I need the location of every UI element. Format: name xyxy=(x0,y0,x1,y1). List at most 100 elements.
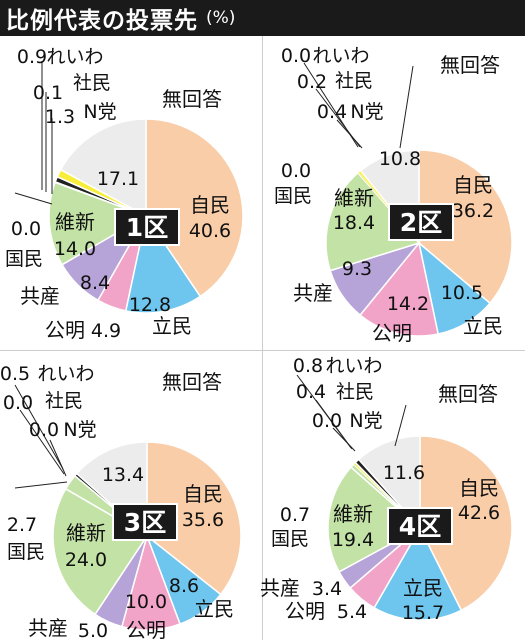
label-name-国民: 国民 xyxy=(271,528,309,550)
label-name-れいわ: れいわ xyxy=(37,363,94,385)
label-value-自民: 36.2 xyxy=(452,200,494,222)
label-value-無回答: 11.6 xyxy=(383,462,425,484)
leader-line xyxy=(332,427,356,452)
label-name-れいわ: れいわ xyxy=(312,45,369,67)
chart-title: 比例代表の投票先 xyxy=(6,8,198,34)
label-name-共産: 共産 xyxy=(293,281,333,305)
label-value-れいわ: 0.0 xyxy=(281,45,311,67)
label-value-れいわ: 0.5 xyxy=(0,363,30,385)
label-name-自民: 自民 xyxy=(453,173,493,197)
district-label: 2区 xyxy=(400,208,442,237)
slice-公明 xyxy=(359,241,440,337)
label-name-N党: N党 xyxy=(83,101,116,123)
leader-line xyxy=(315,399,353,450)
label-name-公明: 公明 xyxy=(285,599,325,623)
label-value-N党: 0.4 xyxy=(317,101,347,123)
title-bar: 比例代表の投票先 (%) xyxy=(0,0,525,36)
district-label: 4区 xyxy=(399,512,441,541)
slice-自民 xyxy=(145,118,244,298)
label-name-N党: N党 xyxy=(349,410,382,432)
leader-line xyxy=(336,119,363,149)
label-name-共産: 共産 xyxy=(260,576,300,600)
district-badge xyxy=(112,503,178,541)
label-name-N党: N党 xyxy=(350,101,383,123)
label-value-国民: 0.0 xyxy=(281,160,311,182)
label-name-社民: 社民 xyxy=(73,72,111,94)
label-name-共産: 共産 xyxy=(20,284,60,308)
district-label: 1区 xyxy=(126,213,168,242)
unit-label: (%) xyxy=(206,8,236,28)
label-name-無回答: 無回答 xyxy=(162,370,222,394)
label-name-維新: 維新 xyxy=(333,502,373,526)
label-value-共産: 9.3 xyxy=(342,258,372,280)
label-name-れいわ: れいわ xyxy=(325,355,382,377)
label-value-自民: 42.6 xyxy=(458,502,500,524)
district-badge xyxy=(114,208,180,246)
label-value-無回答: 17.1 xyxy=(97,168,139,190)
label-value-N党: 0.0 xyxy=(312,410,342,432)
label-value-公明: 4.9 xyxy=(91,320,121,342)
label-name-維新: 維新 xyxy=(55,210,95,234)
label-name-社民: 社民 xyxy=(45,390,83,412)
leader-line xyxy=(14,192,53,205)
label-name-N党: N党 xyxy=(63,419,96,441)
slice-無回答 xyxy=(357,435,421,530)
label-name-れいわ: れいわ xyxy=(46,46,103,68)
label-value-維新: 18.4 xyxy=(333,212,375,234)
district-badge xyxy=(388,203,454,241)
label-value-立民: 12.8 xyxy=(129,294,171,316)
label-value-共産: 5.0 xyxy=(78,620,108,640)
leader-line xyxy=(394,404,407,447)
label-value-維新: 19.4 xyxy=(332,529,374,551)
label-name-維新: 維新 xyxy=(334,186,374,210)
slice-立民 xyxy=(373,526,463,621)
slice-維新 xyxy=(327,466,422,573)
leader-line xyxy=(14,384,64,470)
label-name-公明: 公明 xyxy=(126,618,166,640)
label-value-立民: 15.7 xyxy=(402,602,444,624)
label-value-れいわ: 0.8 xyxy=(293,355,323,377)
label-name-公明: 公明 xyxy=(45,318,85,342)
label-value-社民: 0.4 xyxy=(296,381,326,403)
slice-維新 xyxy=(52,487,149,616)
label-value-立民: 8.6 xyxy=(169,575,199,597)
slice-維新 xyxy=(325,171,421,272)
panel-divider-vertical xyxy=(262,36,263,640)
label-name-社民: 社民 xyxy=(335,70,373,92)
label-value-国民: 0.7 xyxy=(280,504,310,526)
label-name-立民: 立民 xyxy=(463,314,503,338)
label-name-無回答: 無回答 xyxy=(438,382,498,406)
label-value-国民: 0.0 xyxy=(11,218,41,240)
label-value-社民: 0.0 xyxy=(3,392,33,414)
label-value-公明: 14.2 xyxy=(387,293,429,315)
label-value-社民: 0.1 xyxy=(33,82,63,104)
label-name-公明: 公明 xyxy=(372,321,412,345)
label-name-国民: 国民 xyxy=(7,541,45,563)
slice-自民 xyxy=(419,435,513,612)
label-name-国民: 国民 xyxy=(274,185,312,207)
label-name-維新: 維新 xyxy=(66,521,106,545)
leader-line xyxy=(49,439,67,477)
slice-自民 xyxy=(146,441,242,596)
label-value-無回答: 10.8 xyxy=(379,148,421,170)
label-name-自民: 自民 xyxy=(190,193,230,217)
label-value-社民: 0.2 xyxy=(297,71,327,93)
label-value-N党: 1.3 xyxy=(45,106,75,128)
label-name-社民: 社民 xyxy=(336,381,374,403)
label-value-共産: 8.4 xyxy=(80,272,110,294)
label-value-自民: 35.6 xyxy=(182,509,224,531)
leader-line xyxy=(399,65,414,149)
label-name-自民: 自民 xyxy=(183,482,223,506)
label-name-立民: 立民 xyxy=(152,314,192,338)
slice-維新 xyxy=(48,181,148,266)
slice-自民 xyxy=(418,149,513,305)
label-value-維新: 24.0 xyxy=(65,549,107,571)
label-value-無回答: 13.4 xyxy=(102,464,144,486)
panel-divider-horizontal xyxy=(0,350,525,351)
district-label: 3区 xyxy=(124,508,166,537)
